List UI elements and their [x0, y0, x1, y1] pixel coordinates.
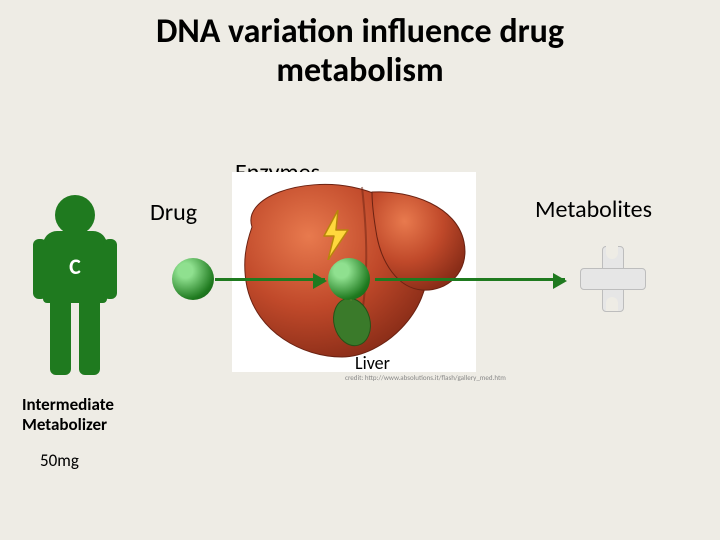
- metabolizer-label: Intermediate Metabolizer: [22, 395, 132, 434]
- drug-in-liver-icon: [328, 258, 370, 300]
- arrow-drug-to-liver: [215, 278, 325, 281]
- title-line-2: metabolism: [276, 50, 443, 91]
- person-figure: C: [35, 195, 115, 375]
- liver-label: Liver: [355, 352, 390, 374]
- metabolite-icon: [580, 246, 644, 310]
- image-credit: credit: http://www.absolutions.it/flash/…: [345, 373, 506, 382]
- arrow-liver-to-metabolite: [375, 278, 565, 281]
- page-title: DNA variation influence drug metabolism: [0, 12, 720, 90]
- drug-label: Drug: [150, 198, 197, 227]
- title-line-1: DNA variation influence drug: [156, 11, 564, 52]
- person-letter: C: [35, 253, 115, 280]
- dose-label: 50mg: [40, 450, 79, 471]
- lightning-icon: [320, 210, 350, 260]
- drug-pill-icon: [172, 258, 214, 300]
- metabolites-label: Metabolites: [535, 195, 652, 224]
